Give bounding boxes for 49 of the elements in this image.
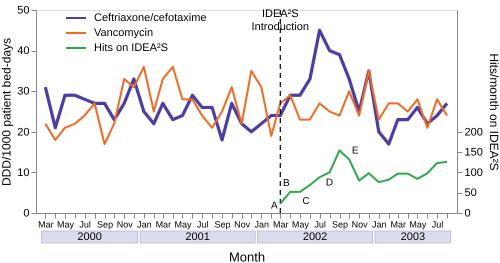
y-tick-label: 30: [17, 86, 30, 98]
y2-axis-title: Hits/month on IDEA²S: [486, 53, 500, 171]
x-tick-label: Jan: [254, 220, 270, 230]
x-tick-label: May: [292, 220, 310, 230]
legend-label: Vancomycin: [94, 27, 154, 39]
x-tick-label: Jan: [372, 220, 387, 230]
x-tick-label: Nov: [234, 220, 251, 230]
x-tick-label: Jan: [137, 220, 152, 230]
x-tick-label: May: [174, 220, 192, 230]
text: 2003: [400, 231, 426, 243]
y-tick-label: 40: [17, 45, 30, 58]
ref-line-label: IDEA²S Introduction: [252, 8, 310, 33]
annotation: B: [282, 178, 290, 189]
y-tick-label: 0: [23, 208, 30, 220]
y-tick-label: 50: [17, 4, 30, 16]
annotation: A: [270, 200, 278, 212]
y-tick-label: 20: [17, 126, 30, 138]
x-tick-label: Nov: [352, 220, 368, 230]
annotation: C: [302, 196, 310, 207]
y2-tick-label: 50: [464, 187, 477, 200]
x-tick-label: May: [56, 220, 74, 230]
y-axis-title: DDD/1000 patient bed-days: [0, 38, 14, 186]
x-tick-label: Mar: [273, 220, 289, 230]
y2-tick-label: 0: [464, 208, 471, 220]
x-tick-label: Jul: [314, 220, 326, 230]
x-tick-label: Mar: [156, 220, 172, 230]
x-tick-label: Sep: [97, 220, 114, 230]
x-axis-title: Month: [228, 250, 266, 263]
x-tick-label: Jul: [432, 220, 444, 230]
x-tick-label: Jul: [196, 220, 208, 230]
y2-tick-label: 100: [464, 166, 483, 179]
legend-label: Hits on IDEA²S: [94, 42, 168, 54]
x-tick-label: Nov: [116, 220, 134, 230]
x-tick-label: May: [409, 220, 427, 230]
x-tick-label: Sep: [214, 220, 231, 230]
annotation: D: [326, 177, 334, 188]
line-series: [44, 66, 448, 145]
y-tick-label: 10: [17, 166, 30, 179]
y2-tick-label: 200: [464, 126, 483, 138]
text: 2000: [77, 231, 102, 243]
x-tick-label: Mar: [38, 220, 54, 230]
y2-tick-label: 150: [464, 146, 483, 159]
x-tick-label: Mar: [390, 220, 406, 230]
x-tick-label: Sep: [332, 220, 348, 230]
legend-label: Ceftriaxone/cefotaxime: [94, 12, 206, 24]
text: 2002: [302, 231, 328, 243]
annotation: E: [352, 145, 359, 156]
x-tick-label: Jul: [79, 220, 91, 230]
text: 2001: [185, 231, 210, 243]
